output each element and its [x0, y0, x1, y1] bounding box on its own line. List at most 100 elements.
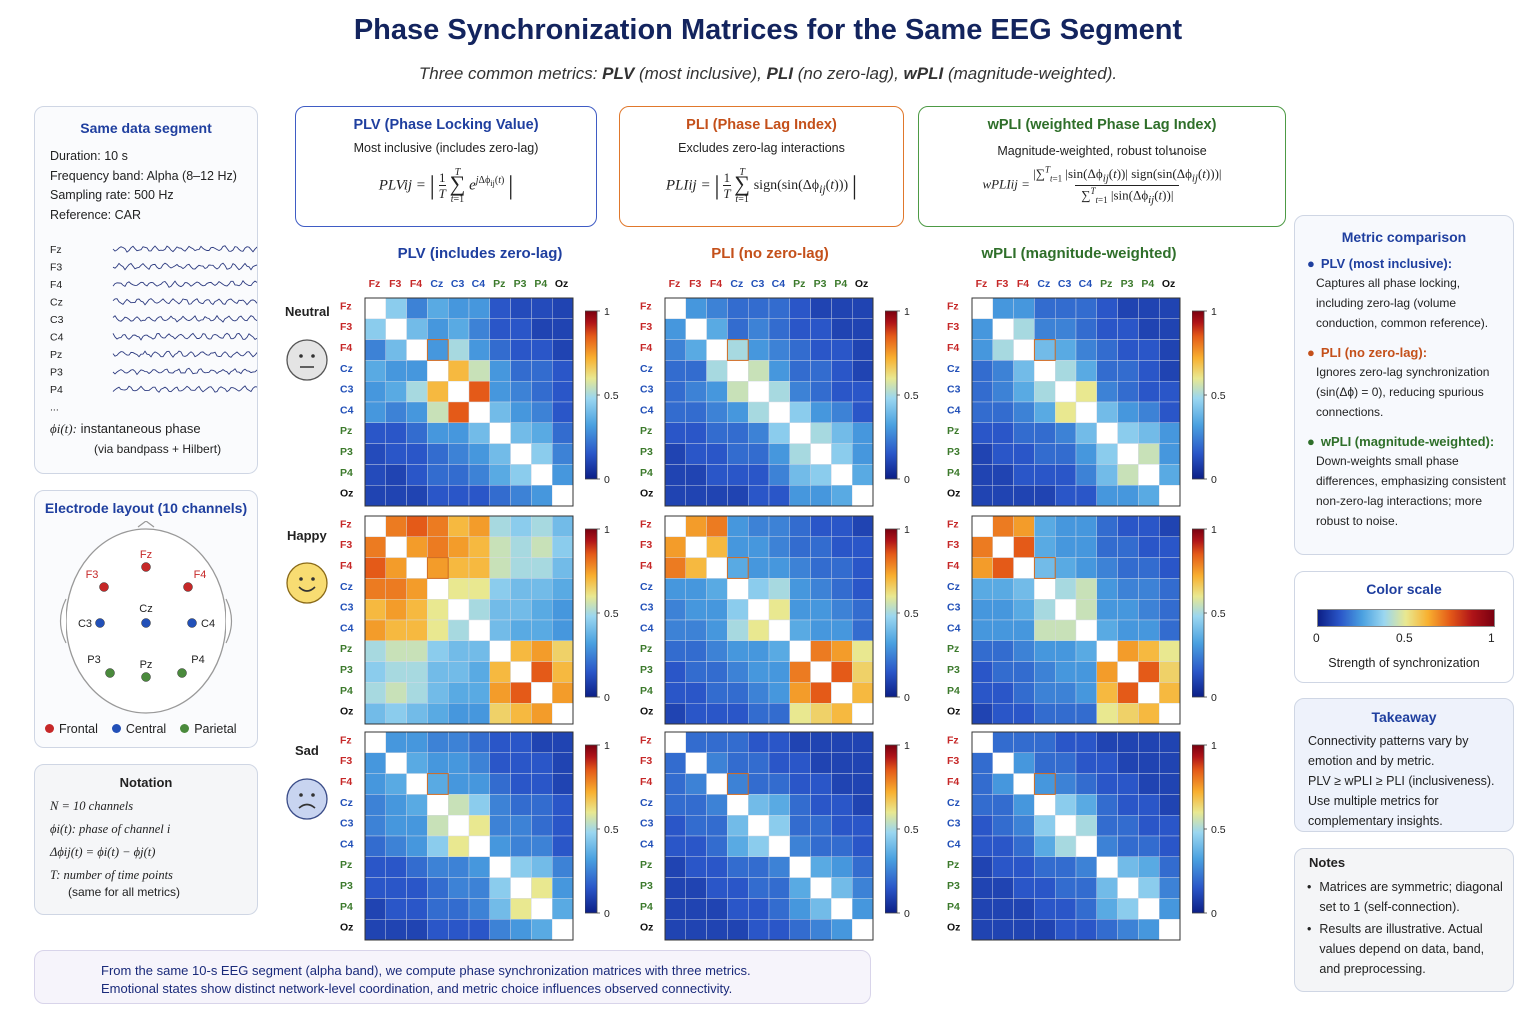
heatmap-cell: [364, 515, 386, 537]
heatmap-cell: [531, 515, 553, 537]
heatmap-cell: [385, 661, 407, 683]
heatmap-cell: [992, 835, 1014, 857]
heatmap-cell: [406, 401, 428, 423]
heatmap-cell: [831, 536, 853, 558]
colorbar-tick: 0: [1211, 908, 1217, 920]
heatmap-cell: [810, 835, 832, 857]
heatmap-cell: [1034, 814, 1056, 837]
heatmap-cell: [427, 640, 449, 662]
col-label-p4: P4: [834, 278, 847, 290]
trace-label: ...: [50, 402, 59, 412]
heatmap-cell: [992, 619, 1014, 641]
heatmap-border: [664, 515, 874, 725]
heatmap-cell: [1117, 484, 1139, 507]
heatmap-cell: [727, 877, 749, 899]
heatmap-cell: [551, 702, 574, 725]
heatmap-cell: [1054, 515, 1077, 537]
row-channel-labels: Fz F3 F4 Cz C3 C4 Pz P3 P4 Oz: [640, 300, 654, 499]
heatmap-cell: [385, 422, 407, 444]
heatmap-cell: [789, 297, 811, 319]
heatmap-cell: [1075, 464, 1097, 486]
heatmap-cell: [406, 918, 428, 941]
heatmap-cell: [1138, 360, 1160, 382]
heatmap-cell: [364, 360, 386, 382]
heatmap-cell: [1096, 898, 1118, 920]
heatmap-cell: [489, 814, 511, 837]
neutral-face-icon: [286, 339, 328, 381]
heatmap-cell: [447, 814, 470, 837]
heatmap-cell: [685, 640, 707, 662]
heatmap-cell: [1138, 856, 1160, 878]
heatmap-cell: [1034, 640, 1056, 662]
notation-panel: Notation N = 10 channels ϕi(t): phase of…: [34, 764, 258, 915]
heatmap-cell: [510, 443, 532, 465]
electrode-label: F4: [194, 569, 207, 581]
heatmap-cell: [531, 877, 553, 899]
heatmap-cell: [468, 401, 490, 423]
heatmap-cell: [489, 578, 511, 600]
heatmap-cell: [1158, 401, 1181, 423]
heatmap-cell: [685, 877, 707, 899]
heatmap-cell: [1096, 557, 1118, 579]
heatmap-cell: [1013, 773, 1035, 795]
heatmap-cell: [1158, 835, 1181, 857]
heatmap-cell: [1013, 731, 1035, 753]
heatmap-cell: [447, 380, 470, 403]
heatmap-cell: [768, 794, 790, 816]
row-label-oz: Oz: [640, 706, 653, 718]
heatmap-cell: [468, 339, 490, 361]
heatmap-cell: [851, 578, 874, 600]
heatmap-cell: [706, 898, 728, 920]
heatmap-cell: [1013, 877, 1035, 899]
heatmap-cell: [810, 619, 832, 641]
heatmap-cell: [385, 443, 407, 465]
heatmap-cell: [727, 557, 749, 579]
heatmap-cell: [747, 682, 770, 704]
colorbar-tick: 0: [904, 908, 910, 920]
col-label-cz: Cz: [1037, 278, 1050, 290]
heatmap-cell: [831, 702, 853, 725]
heatmap-cell: [685, 752, 707, 774]
heatmap-cell: [831, 918, 853, 941]
heatmap-cell: [685, 702, 707, 725]
heatmap-cell: [489, 752, 511, 774]
heatmap-cell: [727, 339, 749, 361]
trace-label: C4: [50, 332, 64, 344]
heatmap-cell: [971, 731, 993, 753]
trace-label: Pz: [50, 349, 62, 361]
row-label-p3: P3: [947, 664, 960, 676]
row-label-cz: Cz: [340, 581, 353, 593]
heatmap-cell: [810, 814, 832, 837]
heatmap-cell: [1034, 443, 1056, 465]
heatmap-cell: [664, 835, 686, 857]
heatmap-cell: [1034, 918, 1056, 941]
heatmap-cell: [789, 682, 811, 704]
heatmap-cell: [468, 536, 490, 558]
metric-comparison-title: Metric comparison: [1341, 229, 1467, 245]
electrode-layout-title: Electrode layout (10 channels): [44, 500, 248, 516]
heatmap-cell: [531, 484, 553, 507]
colorbar-tick: 1: [604, 524, 610, 536]
heatmap-cell: [685, 794, 707, 816]
row-label-pz: Pz: [947, 425, 959, 437]
heatmap-cell: [727, 640, 749, 662]
heatmap-cell: [510, 578, 532, 600]
heatmap-cell: [385, 464, 407, 486]
heatmap-cell: [489, 682, 511, 704]
heatmap-cell: [510, 661, 532, 683]
heatmap-cell: [551, 380, 574, 403]
heatmap-cell: [727, 814, 749, 837]
heatmap-cell: [747, 814, 770, 837]
col-label-c4: C4: [1079, 278, 1093, 290]
heatmap-cell: [831, 814, 853, 837]
heatmap-cell: [831, 661, 853, 683]
heatmap-cell: [531, 598, 553, 621]
heatmap-cell: [1075, 484, 1097, 507]
heatmap-cell: [1158, 443, 1181, 465]
heatmap-cell: [831, 835, 853, 857]
takeaway-line-3: Use multiple metrics for complementary i…: [1308, 794, 1443, 828]
heatmap-cell: [685, 318, 707, 340]
heatmap-cell: [1013, 422, 1035, 444]
heatmap-cell: [510, 557, 532, 579]
heatmap-cell: [447, 484, 470, 507]
